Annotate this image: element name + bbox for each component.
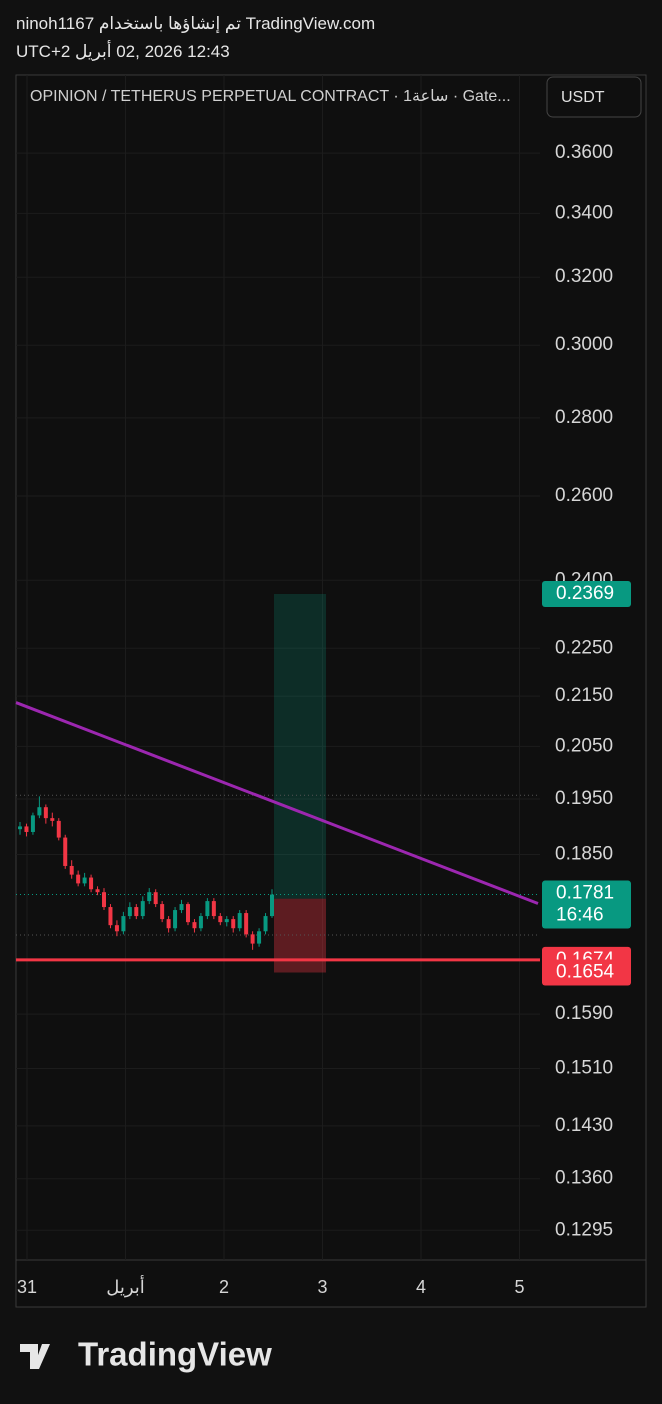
candle-body: [263, 916, 268, 932]
currency-button[interactable]: [546, 76, 642, 118]
y-tick-label: 0.3200: [555, 266, 613, 287]
y-tick-label: 0.3600: [555, 142, 613, 163]
candle-body: [205, 901, 210, 917]
price-label-box: [542, 880, 631, 929]
candle-body: [270, 894, 274, 917]
y-tick-label: 0.1360: [555, 1168, 613, 1189]
candle-body: [186, 904, 190, 923]
candle-body: [192, 922, 197, 929]
candle-body: [56, 820, 61, 838]
candle-body: [166, 919, 171, 929]
y-tick-label: 0.2800: [555, 407, 613, 428]
candle-body: [218, 916, 223, 923]
x-tick-label: 3: [317, 1277, 327, 1297]
credit: ninoh1167 تم إنشاؤها باستخدام TradingVie…: [16, 14, 376, 33]
symbol: OPINION / TETHERUS PERPETUAL CONTRACT · …: [30, 88, 511, 105]
candle-body: [108, 907, 113, 926]
candle-body: [24, 826, 29, 832]
price-label-box: [542, 580, 631, 607]
candle-body: [160, 904, 165, 920]
candle-body: [89, 877, 94, 890]
candle-body: [244, 913, 249, 935]
stop-zone: [274, 898, 326, 973]
price-label: 0.1781: [556, 883, 614, 904]
price-label: 0.2369: [556, 583, 614, 604]
candle-body: [63, 837, 68, 866]
trendline: [15, 701, 539, 905]
candle-body: [37, 807, 42, 816]
y-tick-label: 0.1295: [555, 1219, 613, 1240]
candle-body: [121, 916, 126, 932]
candle-body: [211, 901, 216, 917]
candle-body: [114, 925, 119, 932]
candle-body: [231, 919, 236, 929]
candle-body: [30, 815, 35, 832]
y-tick-label: 0.2150: [555, 685, 613, 706]
y-tick-label: 0.1510: [555, 1057, 613, 1078]
candle-body: [257, 931, 262, 944]
y-tick-label: 0.1850: [555, 844, 613, 865]
candle-body: [127, 907, 132, 917]
candle-body: [179, 904, 184, 911]
y-tick-label: 0.3400: [555, 202, 613, 223]
candle-body: [102, 892, 106, 908]
x-tick-label: 31: [17, 1277, 37, 1297]
candle-body: [237, 913, 242, 929]
candle-body: [198, 916, 203, 929]
y-tick-label: 0.2050: [555, 735, 613, 756]
y-tick-label: 0.1430: [555, 1115, 613, 1136]
price-label-time: 16:46: [556, 905, 604, 926]
candle-body: [95, 889, 100, 893]
candle-body: [173, 910, 178, 929]
price-label: 0.1654: [556, 962, 615, 983]
candle-body: [147, 892, 152, 902]
candle-body: [50, 818, 55, 821]
price-label-box: [542, 959, 631, 986]
candle-body: [69, 865, 74, 875]
y-tick-label: 0.3000: [555, 334, 613, 355]
brand: TradingView: [78, 1336, 272, 1373]
candle-body: [82, 877, 87, 884]
x-tick-label: 4: [416, 1277, 426, 1297]
candle-body: [140, 901, 145, 917]
x-tick-label: 5: [514, 1277, 524, 1297]
candle-body: [250, 934, 255, 944]
candle-body: [43, 807, 48, 819]
x-tick-label: أبريل: [106, 1275, 145, 1298]
candle-body: [224, 919, 229, 923]
chart-panel: [15, 74, 647, 1308]
currency: USDT: [561, 89, 605, 106]
candle-body: [134, 907, 139, 917]
candle-body: [76, 874, 81, 884]
candle-body: [18, 826, 22, 830]
y-tick-label: 0.1950: [555, 788, 613, 809]
candle-body: [153, 892, 158, 905]
y-tick-label: 0.2600: [555, 485, 613, 506]
y-tick-label: 0.1590: [555, 1003, 613, 1024]
x-tick-label: 2: [219, 1277, 229, 1297]
target-zone: [274, 593, 326, 899]
timestamp: 12:43 2026 ,02 أبريل UTC+2: [16, 42, 230, 61]
y-tick-label: 0.2250: [555, 637, 613, 658]
logo: [20, 1344, 50, 1369]
